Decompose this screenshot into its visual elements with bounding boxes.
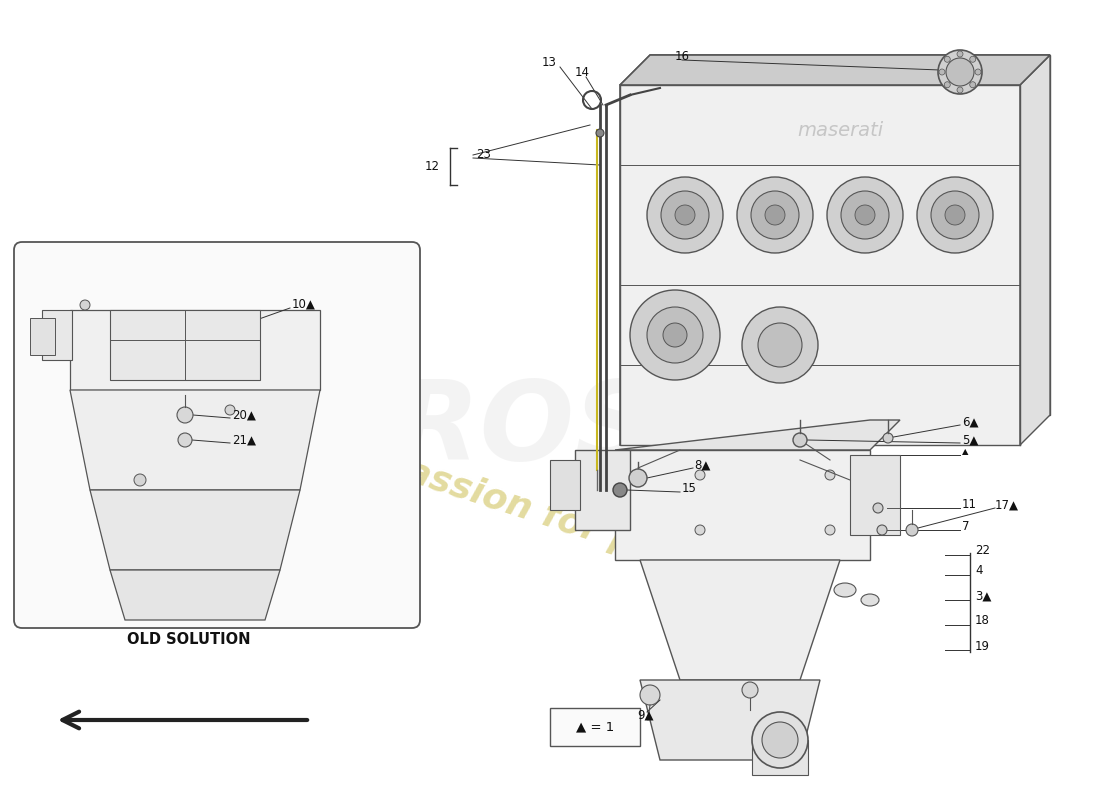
Circle shape — [827, 177, 903, 253]
Text: a passion for parts: a passion for parts — [342, 434, 718, 586]
Polygon shape — [1020, 55, 1050, 445]
Circle shape — [596, 129, 604, 137]
Polygon shape — [575, 450, 630, 530]
Circle shape — [883, 433, 893, 443]
Polygon shape — [550, 460, 580, 510]
Circle shape — [793, 433, 807, 447]
Polygon shape — [70, 390, 320, 490]
Circle shape — [695, 470, 705, 480]
Circle shape — [945, 205, 965, 225]
Text: 12: 12 — [425, 161, 440, 174]
Text: 4: 4 — [975, 565, 982, 578]
Circle shape — [742, 307, 818, 383]
Circle shape — [178, 433, 192, 447]
Circle shape — [873, 503, 883, 513]
Circle shape — [825, 470, 835, 480]
Circle shape — [751, 191, 799, 239]
Circle shape — [957, 51, 962, 57]
FancyBboxPatch shape — [14, 242, 420, 628]
Circle shape — [855, 205, 875, 225]
Circle shape — [938, 50, 982, 94]
Text: 7: 7 — [962, 521, 969, 534]
Circle shape — [752, 712, 808, 768]
Circle shape — [764, 205, 785, 225]
Circle shape — [957, 87, 962, 93]
Text: 17▲: 17▲ — [996, 498, 1019, 511]
Circle shape — [970, 56, 976, 62]
Circle shape — [640, 685, 660, 705]
Circle shape — [917, 177, 993, 253]
Circle shape — [80, 300, 90, 310]
Circle shape — [970, 82, 976, 88]
Circle shape — [842, 191, 889, 239]
Text: 11: 11 — [962, 498, 977, 511]
Bar — [752, 740, 808, 775]
Text: ▲: ▲ — [962, 447, 968, 457]
Polygon shape — [650, 55, 1050, 415]
Circle shape — [737, 177, 813, 253]
Text: 5▲: 5▲ — [962, 434, 978, 446]
Circle shape — [663, 323, 688, 347]
Polygon shape — [110, 310, 260, 380]
Polygon shape — [90, 490, 300, 570]
Text: 20▲: 20▲ — [232, 409, 256, 422]
Polygon shape — [30, 318, 55, 355]
Ellipse shape — [834, 583, 856, 597]
Circle shape — [613, 483, 627, 497]
Circle shape — [939, 69, 945, 75]
Text: 18: 18 — [975, 614, 990, 627]
Polygon shape — [42, 310, 72, 360]
Circle shape — [647, 307, 703, 363]
Circle shape — [944, 82, 950, 88]
Text: 14: 14 — [575, 66, 590, 78]
Text: 19: 19 — [975, 639, 990, 653]
Text: 23: 23 — [476, 149, 491, 162]
Polygon shape — [615, 450, 870, 560]
Text: OLD SOLUTION: OLD SOLUTION — [126, 633, 251, 647]
Polygon shape — [640, 560, 840, 680]
Text: 15: 15 — [682, 482, 697, 495]
Polygon shape — [620, 55, 1050, 85]
Text: 16: 16 — [675, 50, 690, 62]
Circle shape — [931, 191, 979, 239]
Polygon shape — [620, 55, 1050, 85]
Circle shape — [134, 474, 146, 486]
Text: 13: 13 — [542, 55, 557, 69]
Circle shape — [758, 323, 802, 367]
Polygon shape — [615, 420, 900, 450]
Text: ▲ = 1: ▲ = 1 — [576, 721, 614, 734]
Text: 6▲: 6▲ — [962, 415, 979, 429]
Circle shape — [661, 191, 710, 239]
Circle shape — [944, 56, 950, 62]
Circle shape — [975, 69, 981, 75]
Text: 22: 22 — [975, 545, 990, 558]
Polygon shape — [110, 570, 280, 620]
Circle shape — [906, 524, 918, 536]
Bar — [850, 455, 900, 535]
Ellipse shape — [861, 594, 879, 606]
Circle shape — [825, 525, 835, 535]
Text: 9▲: 9▲ — [637, 709, 653, 722]
Circle shape — [742, 682, 758, 698]
Circle shape — [226, 405, 235, 415]
Polygon shape — [640, 680, 820, 760]
Text: 21▲: 21▲ — [232, 434, 256, 446]
Circle shape — [695, 525, 705, 535]
Circle shape — [877, 525, 887, 535]
Circle shape — [647, 177, 723, 253]
Bar — [550, 708, 640, 746]
Text: 3▲: 3▲ — [975, 590, 991, 602]
Text: 10▲: 10▲ — [292, 298, 316, 310]
Polygon shape — [620, 85, 1020, 445]
Text: 8▲: 8▲ — [694, 458, 711, 471]
Text: maserati: maserati — [796, 121, 883, 139]
Circle shape — [675, 205, 695, 225]
Circle shape — [630, 290, 720, 380]
Text: EUROSPA: EUROSPA — [229, 377, 812, 483]
Polygon shape — [70, 310, 320, 390]
Circle shape — [762, 722, 798, 758]
Circle shape — [946, 58, 974, 86]
Circle shape — [629, 469, 647, 487]
Circle shape — [177, 407, 192, 423]
